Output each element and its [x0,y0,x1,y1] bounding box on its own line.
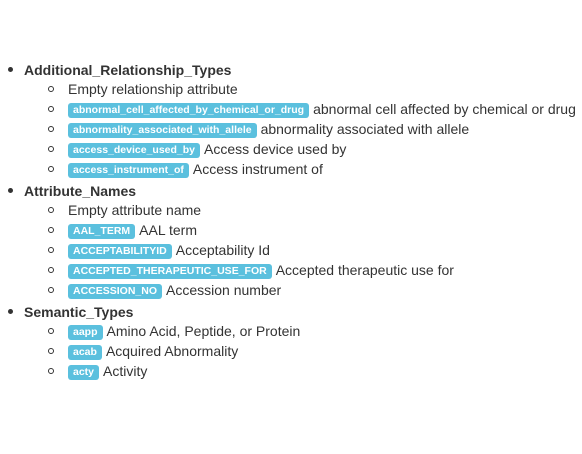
code-badge: ACCEPTED_THERAPEUTIC_USE_FOR [68,264,272,279]
list-item: abnormality_associated_with_allele abnorm… [24,119,582,139]
bullet-icon [8,309,13,314]
circle-bullet-icon [48,227,54,233]
list-item: access_device_used_by Access device used … [24,139,582,159]
circle-bullet-icon [48,166,54,172]
item-description: abnormality associated with allele [260,121,470,137]
list-item: acab Acquired Abnormality [24,341,582,361]
list-item: Empty relationship attribute [24,79,582,99]
list-item: access_instrument_of Access instrument of [24,159,582,179]
code-badge: access_instrument_of [68,163,189,178]
item-description: Empty attribute name [68,202,202,218]
list-item: AAL_TERM AAL term [24,220,582,240]
sub-list: Empty relationship attribute abnormal_ce… [24,79,582,179]
circle-bullet-icon [48,287,54,293]
bullet-icon [8,188,13,193]
circle-bullet-icon [48,368,54,374]
item-description: Activity [103,363,148,379]
group-attribute-names: Attribute_Names Empty attribute name AAL… [0,182,582,300]
circle-bullet-icon [48,207,54,213]
item-description: Accepted therapeutic use for [275,262,454,278]
item-description: abnormal cell affected by chemical or dr… [313,101,576,117]
code-badge: abnormal_cell_affected_by_chemical_or_dr… [68,103,310,118]
type-list: Additional_Relationship_Types Empty rela… [0,61,582,381]
circle-bullet-icon [48,328,54,334]
code-badge: ACCEPTABILITYID [68,244,172,259]
group-semantic-types: Semantic_Types aapp Amino Acid, Peptide, … [0,303,582,381]
list-item: acty Activity [24,361,582,381]
item-description: Accession number [166,282,282,298]
code-badge: abnormality_associated_with_allele [68,123,257,138]
item-description: Amino Acid, Peptide, or Protein [106,323,301,339]
list-item: ACCESSION_NO Accession number [24,280,582,300]
group-title: Additional_Relationship_Types [24,62,232,78]
sub-list: Empty attribute name AAL_TERM AAL term AC… [24,200,582,300]
item-description: Acquired Abnormality [105,343,239,359]
item-description: Empty relationship attribute [68,81,238,97]
code-badge: acty [68,365,100,380]
list-item: Empty attribute name [24,200,582,220]
code-badge: access_device_used_by [68,143,201,158]
circle-bullet-icon [48,86,54,92]
circle-bullet-icon [48,126,54,132]
code-badge: acab [68,345,102,360]
list-item: ACCEPTED_THERAPEUTIC_USE_FOR Accepted the… [24,260,582,280]
list-item: aapp Amino Acid, Peptide, or Protein [24,321,582,341]
group-title: Semantic_Types [24,304,134,320]
circle-bullet-icon [48,146,54,152]
circle-bullet-icon [48,247,54,253]
list-item: ACCEPTABILITYID Acceptability Id [24,240,582,260]
code-badge: aapp [68,325,103,340]
circle-bullet-icon [48,106,54,112]
sub-list: aapp Amino Acid, Peptide, or Protein acab… [24,321,582,381]
item-description: Access instrument of [192,161,323,177]
item-description: AAL term [139,222,198,238]
circle-bullet-icon [48,348,54,354]
list-item: abnormal_cell_affected_by_chemical_or_dr… [24,99,582,119]
code-badge: ACCESSION_NO [68,284,163,299]
code-badge: AAL_TERM [68,224,136,239]
group-additional-relationship-types: Additional_Relationship_Types Empty rela… [0,61,582,179]
bullet-icon [8,67,13,72]
item-description: Access device used by [204,141,347,157]
circle-bullet-icon [48,267,54,273]
item-description: Acceptability Id [175,242,270,258]
group-title: Attribute_Names [24,183,137,199]
